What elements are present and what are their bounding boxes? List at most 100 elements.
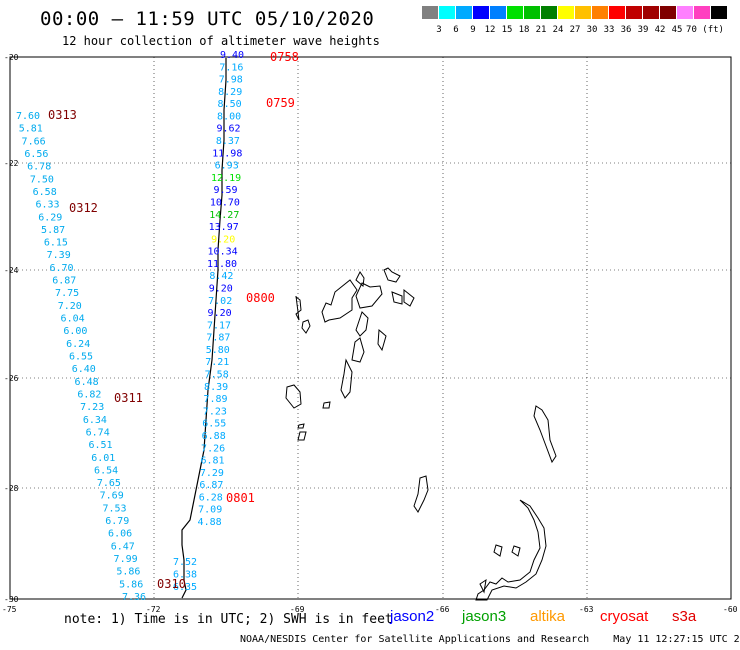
legend-swatch bbox=[626, 6, 643, 19]
swh-value: 7.58 bbox=[205, 370, 229, 381]
pass-time-label: 0800 bbox=[246, 291, 275, 305]
pass-time-label: 0313 bbox=[48, 108, 77, 122]
swh-value: 9.59 bbox=[213, 185, 237, 196]
legend-swatch bbox=[575, 6, 592, 19]
legend-swatch bbox=[643, 6, 660, 19]
island-outline bbox=[355, 271, 365, 287]
legend-swatch bbox=[490, 6, 507, 19]
swh-value: 9.40 bbox=[220, 50, 244, 61]
map-title: 00:00 – 11:59 UTC 05/10/2020 bbox=[40, 8, 375, 30]
pass-time-label: 0758 bbox=[270, 50, 299, 64]
swh-value: 7.99 bbox=[114, 554, 138, 565]
legend-swatch bbox=[711, 6, 728, 19]
island-outline bbox=[340, 358, 353, 399]
lon-tick-label: -66 bbox=[435, 605, 450, 614]
satellite-cryosat-label: cryosat bbox=[600, 608, 649, 625]
legend-label: 21 bbox=[535, 25, 547, 35]
satellite-altika-label: altika bbox=[530, 608, 566, 625]
swh-value: 7.69 bbox=[100, 491, 124, 502]
island-outline bbox=[297, 431, 307, 441]
swh-value: 7.53 bbox=[102, 503, 126, 514]
pass-time-label: 0312 bbox=[69, 201, 98, 215]
legend-label: 3 bbox=[436, 25, 442, 35]
pass-time-label: 0759 bbox=[266, 96, 295, 110]
swh-value: 6.87 bbox=[199, 480, 223, 491]
legend-label: 30 bbox=[586, 25, 598, 35]
swh-value: 7.89 bbox=[203, 394, 227, 405]
map-frame bbox=[9, 56, 732, 600]
island-outline bbox=[321, 279, 358, 323]
island-outline bbox=[403, 288, 415, 307]
legend-label: 39 bbox=[637, 25, 649, 35]
lat-tick-label: -28 bbox=[4, 484, 19, 493]
swh-value: 6.47 bbox=[111, 541, 135, 552]
legend-swatch bbox=[439, 6, 456, 19]
swh-value: 8.42 bbox=[209, 271, 233, 282]
lon-tick-label: -60 bbox=[723, 605, 738, 614]
island-outline bbox=[355, 311, 369, 337]
footer-credit: NOAA/NESDIS Center for Satellite Applica… bbox=[240, 634, 740, 645]
swh-value: 13.97 bbox=[209, 222, 239, 233]
satellite-track-east bbox=[181, 58, 227, 599]
island-outline bbox=[533, 405, 557, 464]
swh-value: 6.55 bbox=[69, 352, 93, 363]
swh-value: 7.21 bbox=[205, 357, 229, 368]
swh-value: 6.48 bbox=[75, 377, 99, 388]
legend-label: 33 bbox=[603, 25, 615, 35]
island-outline bbox=[297, 423, 305, 429]
swh-value: 6.87 bbox=[52, 276, 76, 287]
swh-value: 6.38 bbox=[173, 570, 197, 581]
swh-value: 6.58 bbox=[33, 187, 57, 198]
swh-value: 6.56 bbox=[24, 149, 48, 160]
swh-value: 7.29 bbox=[200, 468, 224, 479]
legend-swatch bbox=[422, 6, 439, 19]
lon-tick-label: -75 bbox=[2, 605, 17, 614]
swh-value: 8.37 bbox=[216, 136, 240, 147]
swh-value: 7.50 bbox=[30, 174, 54, 185]
map-subtitle: 12 hour collection of altimeter wave hei… bbox=[62, 34, 380, 48]
coastline bbox=[285, 267, 557, 601]
lon-tick-label: -69 bbox=[290, 605, 305, 614]
swh-value: 5.86 bbox=[116, 567, 140, 578]
island-outline bbox=[479, 578, 487, 594]
swh-value: 7.26 bbox=[201, 443, 225, 454]
swh-value: 6.70 bbox=[49, 263, 73, 274]
legend-label: 70 (ft) bbox=[686, 25, 724, 35]
legend-label: 45 bbox=[671, 25, 683, 35]
island-outline bbox=[285, 384, 302, 409]
island-outline bbox=[351, 337, 365, 363]
swh-value: 6.06 bbox=[108, 529, 132, 540]
satellite-jason2-label: jason2 bbox=[390, 608, 435, 625]
legend-label: 36 bbox=[620, 25, 632, 35]
island-outline bbox=[295, 295, 302, 321]
swh-value: 7.52 bbox=[173, 557, 197, 568]
swh-value: 6.74 bbox=[86, 427, 110, 438]
swh-value: 9.20 bbox=[211, 234, 235, 245]
swh-value: 6.78 bbox=[27, 162, 51, 173]
swh-value: 7.75 bbox=[55, 288, 79, 299]
pass-time-labels: 0758 0759 0800 0801 0313 0312 0311 0310 bbox=[48, 50, 299, 591]
swh-value: 5.80 bbox=[206, 345, 230, 356]
legend-swatch bbox=[609, 6, 626, 19]
swh-value: 7.16 bbox=[219, 62, 243, 73]
swh-value: 6.33 bbox=[35, 200, 59, 211]
island-outline bbox=[322, 401, 331, 409]
swh-value: 6.82 bbox=[77, 390, 101, 401]
swh-value: 6.88 bbox=[202, 431, 226, 442]
island-outline bbox=[301, 319, 311, 334]
swh-value: 6.54 bbox=[94, 465, 118, 476]
legend-swatch bbox=[660, 6, 677, 19]
legend-label: 18 bbox=[518, 25, 530, 35]
legend-label: 42 bbox=[654, 25, 666, 35]
lat-tick-label: -26 bbox=[4, 374, 19, 383]
satellite-jason3-label: jason3 bbox=[462, 608, 507, 625]
legend-label: 27 bbox=[569, 25, 581, 35]
island-outline bbox=[377, 328, 387, 352]
swh-value: 6.81 bbox=[200, 456, 224, 467]
swh-value: 6.34 bbox=[83, 415, 107, 426]
legend-swatch bbox=[558, 6, 575, 19]
legend-swatch bbox=[507, 6, 524, 19]
swh-value: 7.66 bbox=[22, 136, 46, 147]
legend-swatch bbox=[694, 6, 711, 19]
swh-value: 7.20 bbox=[58, 301, 82, 312]
